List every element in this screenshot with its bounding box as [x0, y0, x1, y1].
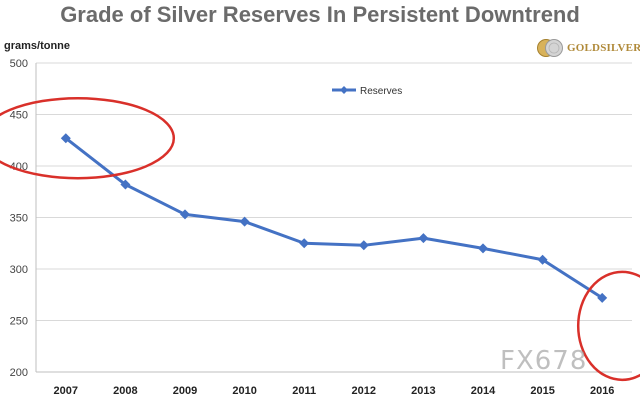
y-tick-label: 350: [10, 213, 28, 225]
x-tick-label: 2012: [352, 385, 376, 397]
axes: [35, 63, 632, 373]
x-tick-label: 2014: [471, 385, 496, 397]
x-tick-label: 2009: [173, 385, 197, 397]
y-tick-label: 250: [10, 316, 28, 328]
data-point-marker: [239, 216, 250, 227]
x-tick-label: 2007: [54, 385, 78, 397]
watermark: FX678: [500, 346, 588, 376]
data-point-marker: [597, 292, 608, 303]
data-point-marker: [358, 240, 369, 251]
goldsilver-logo: GOLDSILVER: [536, 38, 640, 58]
y-tick-label: 450: [10, 110, 28, 122]
y-axis-unit-label: grams/tonne: [4, 40, 71, 52]
data-point-marker: [478, 243, 488, 254]
series-reserves: [60, 133, 608, 303]
series-line: [64, 137, 604, 300]
x-tick-label: 2011: [292, 385, 316, 397]
highlight-circle-start: [0, 96, 176, 180]
x-tick-label: 2010: [232, 385, 256, 397]
data-point-marker: [120, 179, 131, 190]
x-tick-label: 2008: [113, 385, 137, 397]
data-point-marker: [537, 254, 548, 265]
x-tick-label: 2013: [411, 385, 435, 397]
x-tick-label: 2015: [530, 385, 554, 397]
chart-title: Grade of Silver Reserves In Persistent D…: [60, 2, 580, 27]
y-tick-label: 500: [10, 58, 28, 70]
y-tick-label: 200: [10, 367, 28, 379]
annotations: [0, 96, 640, 382]
y-tick-label: 300: [10, 264, 28, 276]
data-point-marker: [60, 133, 71, 144]
data-point-marker: [418, 233, 429, 244]
highlight-circle-end: [576, 270, 640, 382]
legend-label: Reserves: [360, 86, 402, 97]
coin-icon: [537, 39, 563, 57]
data-point-marker: [299, 238, 310, 249]
x-tick-label: 2016: [590, 385, 614, 397]
logo-text: GOLDSILVER: [567, 42, 640, 54]
legend: Reserves: [332, 86, 402, 97]
gridlines: [36, 62, 632, 321]
data-point-marker: [180, 209, 190, 220]
legend-swatch-marker: [340, 86, 348, 94]
